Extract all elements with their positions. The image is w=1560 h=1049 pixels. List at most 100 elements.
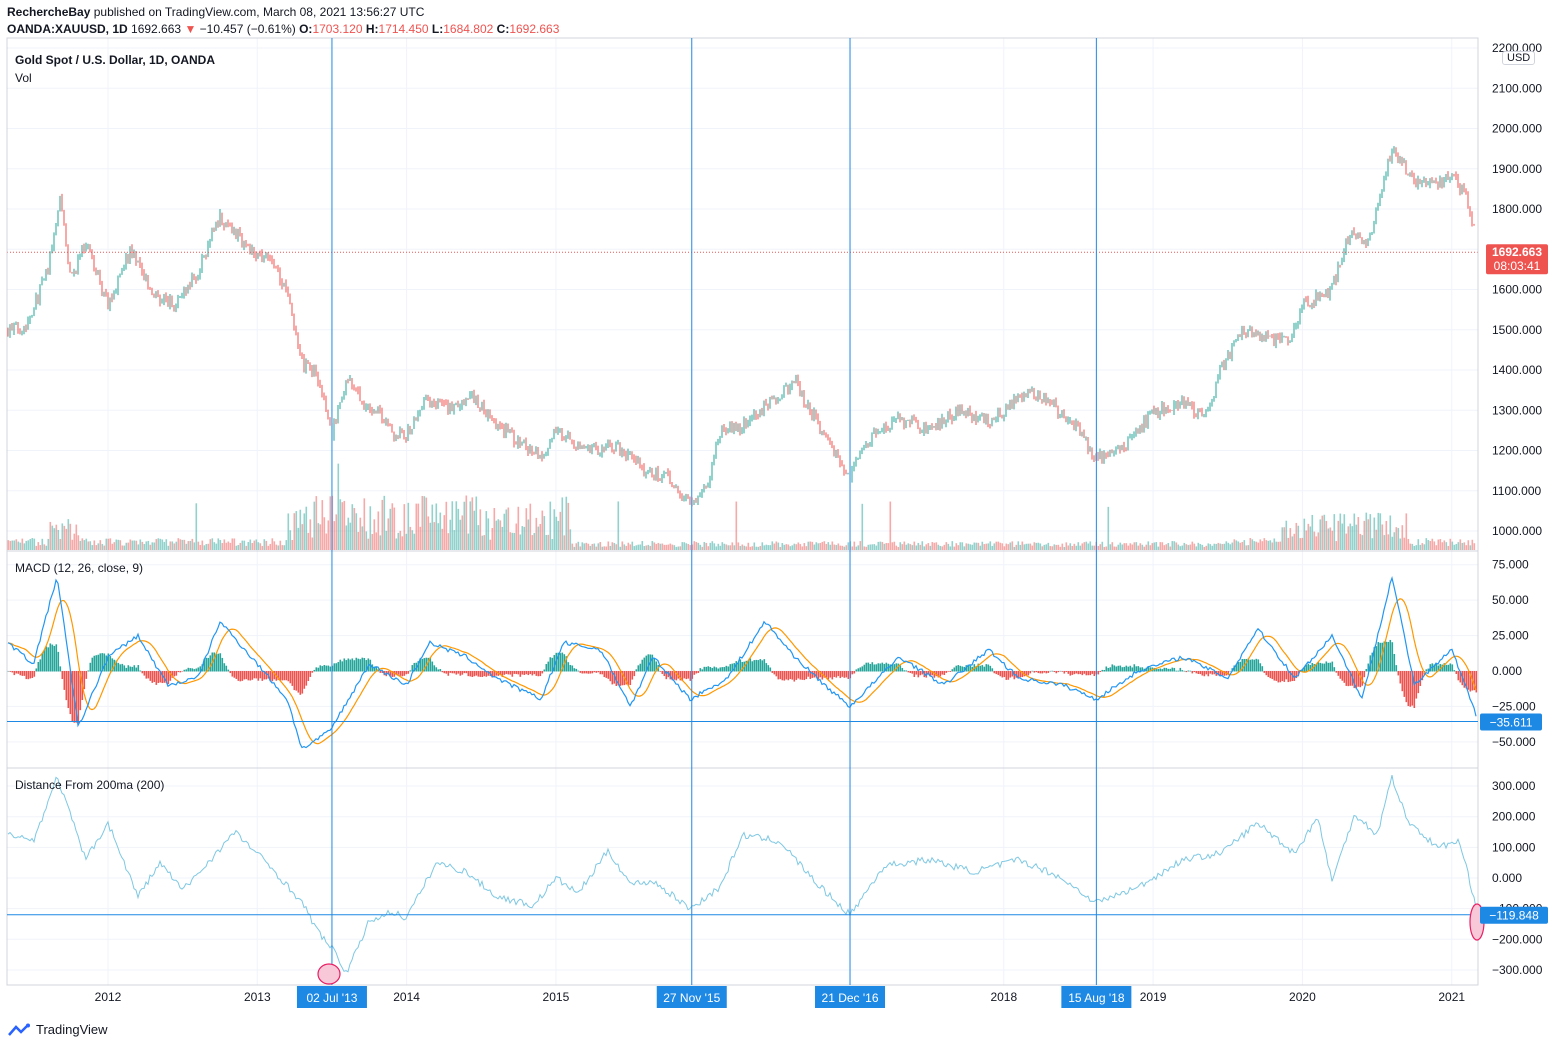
volume-bar bbox=[1061, 543, 1064, 550]
footer-brand[interactable]: TradingView bbox=[8, 1022, 108, 1037]
volume-bar bbox=[1107, 506, 1110, 550]
histogram-bar bbox=[1141, 667, 1144, 672]
histogram-bar bbox=[1321, 663, 1324, 672]
histogram-bar bbox=[1233, 665, 1236, 672]
currency-badge[interactable]: USD bbox=[1502, 51, 1536, 65]
volume-bar bbox=[245, 545, 248, 550]
volume-bar bbox=[775, 541, 778, 550]
volume-bar bbox=[1009, 542, 1012, 550]
histogram-bar bbox=[307, 671, 310, 681]
histogram-bar bbox=[17, 671, 20, 674]
histogram-bar bbox=[117, 662, 120, 672]
histogram-bar bbox=[721, 667, 724, 672]
volume-bar bbox=[1097, 545, 1100, 550]
histogram-bar bbox=[277, 671, 280, 680]
volume-bar bbox=[929, 545, 932, 550]
histogram-bar bbox=[395, 671, 398, 675]
volume-bar bbox=[737, 542, 740, 550]
date-marker-label: 02 Jul '13 bbox=[306, 991, 357, 1005]
volume-bar bbox=[185, 543, 188, 550]
distance-line bbox=[7, 774, 1477, 973]
histogram-bar bbox=[429, 657, 432, 672]
histogram-bar bbox=[453, 671, 456, 674]
histogram-bar bbox=[589, 671, 592, 674]
histogram-bar bbox=[863, 664, 866, 672]
histogram-bar bbox=[723, 667, 726, 672]
volume-bar bbox=[59, 538, 62, 550]
volume-bar bbox=[1087, 543, 1090, 550]
histogram-bar bbox=[533, 671, 536, 675]
volume-bar bbox=[649, 545, 652, 550]
volume-bar bbox=[45, 545, 48, 550]
histogram-bar bbox=[203, 658, 206, 672]
volume-bar bbox=[1185, 544, 1188, 550]
histogram-bar bbox=[1465, 671, 1468, 689]
histogram-bar bbox=[1171, 667, 1174, 672]
histogram-bar bbox=[1283, 671, 1286, 682]
volume-bar bbox=[861, 503, 864, 550]
histogram-bar bbox=[949, 671, 952, 672]
histogram-bar bbox=[1197, 671, 1200, 675]
volume-bar bbox=[413, 533, 416, 550]
volume-bar bbox=[39, 545, 42, 550]
volume-bar bbox=[709, 542, 712, 550]
histogram-bar bbox=[661, 671, 664, 674]
volume-bar bbox=[943, 544, 946, 550]
histogram-bar bbox=[865, 662, 868, 672]
publish-text: published on TradingView.com, March 08, … bbox=[93, 5, 425, 19]
volume-bar bbox=[581, 542, 584, 550]
histogram-bar bbox=[625, 671, 628, 685]
volume-bar bbox=[1317, 532, 1320, 550]
volume-bar bbox=[827, 542, 830, 550]
histogram-bar bbox=[1257, 659, 1260, 672]
volume-bar bbox=[469, 501, 472, 550]
volume-bar bbox=[917, 542, 920, 550]
volume-bar bbox=[683, 542, 686, 550]
volume-bar bbox=[63, 525, 66, 550]
volume-bar bbox=[1331, 530, 1334, 550]
volume-bar bbox=[1363, 520, 1366, 550]
histogram-bar bbox=[1061, 671, 1064, 672]
volume-bar bbox=[1251, 539, 1254, 550]
histogram-bar bbox=[513, 671, 516, 674]
x-tick-label: 2015 bbox=[543, 990, 570, 1004]
volume-bar bbox=[1093, 545, 1096, 550]
volume-bar bbox=[1115, 546, 1118, 550]
histogram-bar bbox=[1107, 667, 1110, 672]
volume-bar bbox=[1381, 524, 1384, 550]
volume-bar bbox=[471, 497, 474, 550]
histogram-bar bbox=[465, 671, 468, 674]
volume-bar bbox=[1215, 543, 1218, 550]
histogram-bar bbox=[1377, 642, 1380, 672]
histogram-bar bbox=[1279, 671, 1282, 683]
volume-bar bbox=[381, 499, 384, 550]
volume-bar bbox=[881, 541, 884, 550]
volume-bar bbox=[259, 543, 262, 550]
volume-bar bbox=[629, 544, 632, 550]
price-tick-label: 2100.000 bbox=[1492, 81, 1542, 95]
histogram-bar bbox=[103, 653, 106, 672]
volume-bar bbox=[1175, 542, 1178, 550]
histogram-bar bbox=[207, 657, 210, 672]
histogram-bar bbox=[279, 671, 282, 681]
histogram-bar bbox=[799, 671, 802, 680]
volume-bar bbox=[1149, 545, 1152, 550]
volume-bar bbox=[75, 524, 78, 550]
histogram-bar bbox=[431, 661, 434, 672]
volume-bar bbox=[1163, 545, 1166, 550]
volume-bar bbox=[1063, 546, 1066, 550]
volume-bar bbox=[163, 541, 166, 550]
histogram-bar bbox=[917, 671, 920, 678]
histogram-bar bbox=[891, 664, 894, 672]
volume-bar bbox=[865, 546, 868, 550]
histogram-bar bbox=[531, 671, 534, 676]
volume-bar bbox=[891, 542, 894, 550]
volume-bar bbox=[117, 539, 120, 550]
histogram-bar bbox=[1391, 642, 1394, 672]
histogram-bar bbox=[1063, 671, 1066, 674]
volume-bar bbox=[101, 543, 104, 550]
volume-bar bbox=[241, 540, 244, 550]
volume-bar bbox=[429, 522, 432, 550]
volume-bar bbox=[1373, 517, 1376, 550]
